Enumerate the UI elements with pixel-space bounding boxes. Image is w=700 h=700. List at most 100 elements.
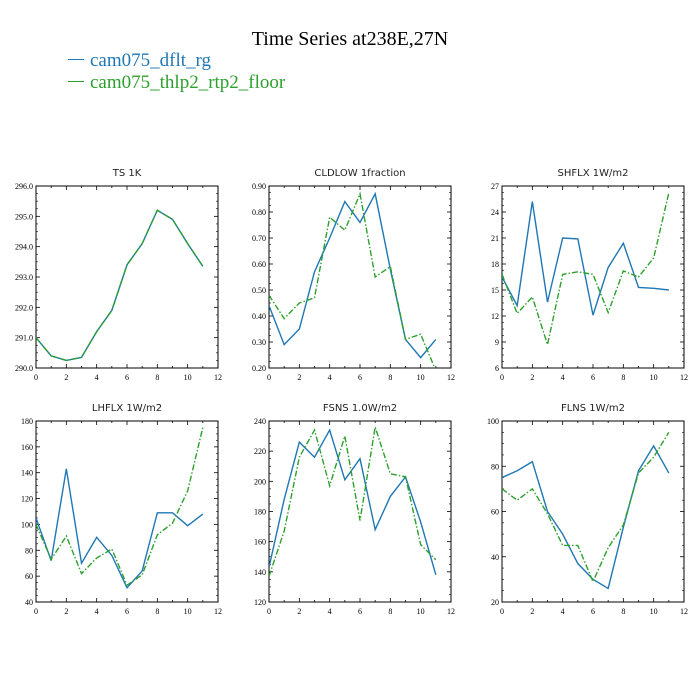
legend-entry-floor: cam075_thlp2_rtp2_floor	[68, 72, 285, 94]
x-tick-label: 2	[297, 373, 301, 382]
y-tick-label: 0.70	[252, 234, 266, 243]
legend-label-floor: cam075_thlp2_rtp2_floor	[90, 72, 286, 93]
x-tick-label: 6	[125, 607, 129, 616]
x-tick-label: 12	[680, 607, 688, 616]
y-tick-label: 160	[254, 538, 266, 547]
y-tick-label: 9	[495, 338, 499, 347]
y-tick-label: 294.0	[15, 243, 33, 252]
x-tick-label: 2	[297, 607, 301, 616]
panel-title: FSNS 1.0W/m2	[323, 403, 397, 414]
y-tick-label: 100	[21, 520, 33, 529]
y-tick-label: 0.90	[252, 182, 266, 191]
series-line-dflt	[36, 209, 204, 362]
x-tick-label: 6	[358, 373, 362, 382]
x-tick-label: 0	[500, 373, 504, 382]
x-tick-label: 0	[267, 373, 271, 382]
y-tick-label: 120	[254, 598, 266, 607]
series-line-floor	[502, 431, 670, 584]
panel-title: SHFLX 1W/m2	[558, 168, 629, 179]
x-tick-label: 8	[388, 373, 392, 382]
x-tick-label: 6	[125, 373, 129, 382]
y-tick-label: 140	[254, 568, 266, 577]
x-tick-label: 0	[267, 607, 271, 616]
y-tick-label: 0.80	[252, 208, 266, 217]
plot-frame	[501, 185, 685, 369]
legend-swatch-floor	[68, 81, 84, 83]
y-tick-label: 0.20	[252, 364, 266, 373]
x-tick-label: 4	[328, 607, 332, 616]
y-tick-label: 40	[25, 598, 33, 607]
panel-title: LHFLX 1W/m2	[92, 403, 162, 414]
x-tick-label: 0	[34, 373, 38, 382]
plot-frame	[268, 420, 452, 603]
x-tick-label: 2	[530, 373, 534, 382]
y-tick-label: 60	[25, 572, 33, 581]
panel-0: TS 1K 0 2 4 6 8 10 12 290.0 291.0 292.0 293.0 294.0 2…	[15, 168, 222, 382]
x-tick-label: 12	[447, 607, 455, 616]
panel-3: LHFLX 1W/m2 0 2 4 6 8 10 12 40 60 80 100 120 140 160 18…	[21, 403, 222, 616]
y-tick-label: 0.60	[252, 260, 266, 269]
x-tick-label: 8	[621, 607, 625, 616]
series-line-floor	[502, 192, 670, 348]
x-tick-label: 12	[214, 607, 222, 616]
x-tick-label: 4	[95, 373, 99, 382]
y-tick-label: 180	[21, 417, 33, 426]
y-tick-label: 12	[491, 312, 499, 321]
x-tick-label: 2	[530, 607, 534, 616]
legend-entry-dflt: cam075_dflt_rg	[68, 50, 211, 72]
series-line-dflt	[502, 201, 669, 316]
series-line-dflt	[502, 444, 670, 590]
plot-frame	[501, 420, 685, 603]
legend-label-dflt: cam075_dflt_rg	[90, 50, 212, 71]
x-tick-label: 10	[417, 607, 425, 616]
plot-frame	[35, 185, 219, 369]
y-tick-label: 18	[491, 260, 499, 269]
y-tick-label: 20	[491, 598, 499, 607]
x-tick-label: 10	[184, 607, 192, 616]
x-tick-label: 10	[184, 373, 192, 382]
x-tick-label: 4	[95, 607, 99, 616]
x-tick-label: 2	[64, 607, 68, 616]
x-tick-label: 6	[358, 607, 362, 616]
y-tick-label: 295.0	[15, 212, 33, 221]
y-tick-label: 80	[25, 546, 33, 555]
x-tick-label: 10	[417, 373, 425, 382]
y-tick-label: 27	[491, 182, 499, 191]
panel-title: CLDLOW 1fraction	[314, 168, 405, 179]
panel-1: CLDLOW 1fraction 0 2 4 6 8 10 12 0.20 0.30 0.40 0.5…	[252, 168, 455, 382]
y-tick-label: 291.0	[15, 334, 33, 343]
plot-frame	[35, 420, 219, 603]
y-tick-label: 60	[491, 508, 499, 517]
x-tick-label: 12	[214, 373, 222, 382]
panel-title: FLNS 1W/m2	[561, 403, 625, 414]
x-tick-label: 0	[34, 607, 38, 616]
y-tick-label: 24	[491, 208, 499, 217]
y-tick-label: 100	[487, 417, 499, 426]
x-tick-label: 8	[621, 373, 625, 382]
y-tick-label: 290.0	[15, 364, 33, 373]
x-tick-label: 4	[561, 607, 565, 616]
legend-swatch-dflt	[68, 59, 84, 61]
panel-4: FSNS 1.0W/m2 0 2 4 6 8 10 12 120 140 160 180 200 220 2…	[254, 403, 455, 616]
series-line-dflt	[269, 428, 437, 576]
x-tick-label: 6	[591, 373, 595, 382]
panel-5: FLNS 1W/m2 0 2 4 6 8 10 12 20 40 60 80 100	[487, 403, 688, 616]
y-tick-label: 220	[254, 447, 266, 456]
y-tick-label: 6	[495, 364, 499, 373]
series-line-floor	[36, 209, 204, 362]
panel-title: TS 1K	[112, 168, 142, 179]
x-tick-label: 10	[650, 607, 658, 616]
series-line-floor	[269, 191, 436, 368]
x-tick-label: 8	[388, 607, 392, 616]
y-tick-label: 140	[21, 469, 33, 478]
y-tick-label: 120	[21, 495, 33, 504]
x-tick-label: 12	[680, 373, 688, 382]
y-tick-label: 80	[491, 462, 499, 471]
figure-title: Time Series at238E,27N	[251, 28, 449, 50]
y-tick-label: 292.0	[15, 303, 33, 312]
x-tick-label: 2	[64, 373, 68, 382]
x-tick-label: 4	[561, 373, 565, 382]
x-tick-label: 4	[328, 373, 332, 382]
